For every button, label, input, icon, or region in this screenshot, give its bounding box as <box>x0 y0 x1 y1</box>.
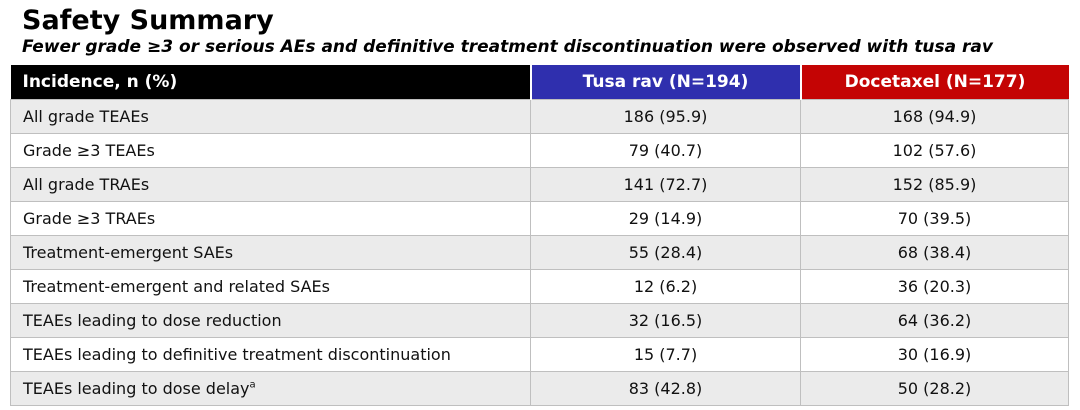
row-label-cell: Grade ≥3 TRAEs <box>10 200 531 236</box>
table-row: TEAEs leading to definitive treatment di… <box>10 336 1069 372</box>
table-row: TEAEs leading to dose reduction 32 (16.5)… <box>10 302 1069 338</box>
docetaxel-value-cell: 50 (28.2) <box>800 370 1069 406</box>
docetaxel-value-cell: 64 (36.2) <box>800 302 1069 338</box>
row-label-cell: Grade ≥3 TEAEs <box>10 132 531 168</box>
tusa-rav-value-cell: 141 (72.7) <box>530 166 801 202</box>
column-header-docetaxel: Docetaxel (N=177) <box>799 65 1069 99</box>
table-row: Treatment-emergent SAEs 55 (28.4) 68 (38.4… <box>10 234 1069 270</box>
docetaxel-value-cell: 36 (20.3) <box>800 268 1069 304</box>
tusa-rav-value-cell: 15 (7.7) <box>530 336 801 372</box>
tusa-rav-value-cell: 83 (42.8) <box>530 370 801 406</box>
row-label-cell: All grade TEAEs <box>10 98 531 134</box>
row-label-cell: TEAEs leading to dose reduction <box>10 302 531 338</box>
table-row: Grade ≥3 TRAEs 29 (14.9) 70 (39.5) <box>10 200 1069 236</box>
tusa-rav-value-cell: 55 (28.4) <box>530 234 801 270</box>
docetaxel-value-cell: 152 (85.9) <box>800 166 1069 202</box>
docetaxel-value-cell: 102 (57.6) <box>800 132 1069 168</box>
docetaxel-value-cell: 70 (39.5) <box>800 200 1069 236</box>
tusa-rav-value-cell: 29 (14.9) <box>530 200 801 236</box>
tusa-rav-value-cell: 32 (16.5) <box>530 302 801 338</box>
page-title: Safety Summary <box>22 5 274 36</box>
row-label-cell: TEAEs leading to definitive treatment di… <box>10 336 531 372</box>
safety-summary-table: Incidence, n (%) Tusa rav (N=194) Docetaxe… <box>10 65 1069 406</box>
table-row: All grade TRAEs 141 (72.7) 152 (85.9) <box>10 166 1069 202</box>
table-row: TEAEs leading to dose delaya 83 (42.8) 50 … <box>10 370 1069 406</box>
row-label-cell: Treatment-emergent and related SAEs <box>10 268 531 304</box>
tusa-rav-value-cell: 79 (40.7) <box>530 132 801 168</box>
docetaxel-value-cell: 68 (38.4) <box>800 234 1069 270</box>
row-label-cell: TEAEs leading to dose delaya <box>10 370 531 406</box>
column-header-incidence: Incidence, n (%) <box>10 65 531 99</box>
row-label-cell: All grade TRAEs <box>10 166 531 202</box>
table-row: Treatment-emergent and related SAEs 12 (6… <box>10 268 1069 304</box>
tusa-rav-value-cell: 186 (95.9) <box>530 98 801 134</box>
table-row: Grade ≥3 TEAEs 79 (40.7) 102 (57.6) <box>10 132 1069 168</box>
docetaxel-value-cell: 30 (16.9) <box>800 336 1069 372</box>
page-subtitle: Fewer grade ≥3 or serious AEs and defini… <box>22 37 993 57</box>
tusa-rav-value-cell: 12 (6.2) <box>530 268 801 304</box>
column-header-tusa-rav: Tusa rav (N=194) <box>529 65 801 99</box>
row-label-cell: Treatment-emergent SAEs <box>10 234 531 270</box>
table-row: All grade TEAEs 186 (95.9) 168 (94.9) <box>10 98 1069 134</box>
docetaxel-value-cell: 168 (94.9) <box>800 98 1069 134</box>
table-header-row: Incidence, n (%) Tusa rav (N=194) Docetaxe… <box>10 65 1069 99</box>
footnote-marker: a <box>249 379 256 391</box>
